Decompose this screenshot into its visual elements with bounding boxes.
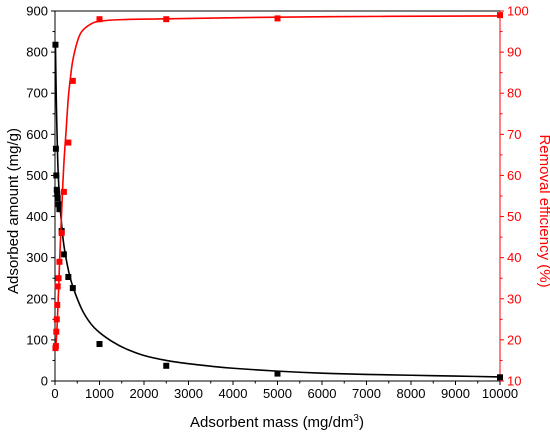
x-tick-label: 1000 <box>85 386 114 401</box>
right-y-tick-label: 30 <box>507 291 521 306</box>
right-y-axis-label: Removal efficiency (%) <box>536 134 550 287</box>
removal-efficiency-point <box>53 328 60 335</box>
removal-efficiency-point <box>56 258 63 265</box>
x-tick-label: 8000 <box>397 386 426 401</box>
right-y-tick-label: 20 <box>507 332 521 347</box>
x-tick-label: 7000 <box>352 386 381 401</box>
left-y-tick-label: 600 <box>26 127 48 142</box>
removal-efficiency-point <box>96 16 103 23</box>
removal-efficiency-point <box>58 230 65 236</box>
x-tick-label: 5000 <box>263 386 292 401</box>
adsorbed-amount-point <box>53 172 60 179</box>
removal-efficiency-point <box>60 188 67 195</box>
right-y-tick-label: 70 <box>507 127 521 142</box>
adsorbed-amount-fit-curve <box>54 44 501 378</box>
x-tick-label: 2000 <box>130 386 159 401</box>
removal-efficiency-point <box>69 77 76 84</box>
right-y-tick-label: 10 <box>507 374 521 389</box>
adsorbed-amount-point <box>274 370 281 377</box>
left-y-tick-label: 0 <box>41 374 48 389</box>
left-y-axis-ticks: 0 100 200 300 400 500 600 700 800 900 <box>26 4 55 389</box>
x-tick-label: 6000 <box>308 386 337 401</box>
x-tick-label: 4000 <box>219 386 248 401</box>
right-y-tick-label: 40 <box>507 250 521 265</box>
x-tick-label: 0 <box>51 386 58 401</box>
x-axis-label: Adsorbent mass (mg/dm3) <box>190 413 364 431</box>
removal-efficiency-point <box>54 301 61 308</box>
adsorbed-amount-point <box>52 41 59 48</box>
adsorbed-amount-point <box>96 341 103 347</box>
left-y-tick-label: 200 <box>26 291 48 306</box>
left-y-tick-label: 300 <box>26 250 48 265</box>
removal-efficiency-point <box>163 16 170 23</box>
right-y-tick-label: 50 <box>507 209 521 224</box>
x-tick-label: 3000 <box>174 386 203 401</box>
x-tick-label: 9000 <box>441 386 470 401</box>
series-layer <box>52 12 503 381</box>
adsorbed-amount-point <box>497 374 503 381</box>
left-y-tick-label: 800 <box>26 45 48 60</box>
adsorbed-amount-point <box>56 206 63 213</box>
left-y-tick-label: 400 <box>26 209 48 224</box>
right-y-tick-label: 90 <box>507 45 521 60</box>
left-y-tick-label: 500 <box>26 168 48 183</box>
adsorbed-amount-point <box>54 190 61 197</box>
right-y-tick-label: 100 <box>507 4 529 19</box>
removal-efficiency-point <box>274 15 281 22</box>
removal-efficiency-fit-curve <box>54 15 501 349</box>
adsorbed-amount-point <box>55 201 62 208</box>
adsorbed-amount-point <box>60 251 67 258</box>
right-y-tick-label: 60 <box>507 168 521 183</box>
adsorbed-amount-point <box>53 186 60 193</box>
x-axis-ticks: 0 1000 2000 3000 4000 5000 6000 7000 8000 9000 100… <box>51 381 518 401</box>
adsorbed-amount-point <box>52 145 59 152</box>
removal-efficiency-point <box>497 12 503 19</box>
removal-efficiency-point <box>53 316 60 323</box>
removal-efficiency-point <box>65 139 72 146</box>
x-axis-label-superscript: 3 <box>353 413 359 424</box>
left-y-tick-label: 100 <box>26 332 48 347</box>
adsorbed-amount-point <box>54 195 61 202</box>
right-y-tick-label: 80 <box>507 86 521 101</box>
left-y-axis-label: Adsorbed amount (mg/g) <box>5 128 22 294</box>
adsorbed-amount-point <box>65 273 72 280</box>
left-y-tick-label: 700 <box>26 86 48 101</box>
plot-frame <box>54 10 501 382</box>
removal-efficiency-series <box>52 12 503 352</box>
left-y-tick-label: 900 <box>26 4 48 19</box>
removal-efficiency-point <box>52 343 59 350</box>
removal-efficiency-point <box>55 275 62 282</box>
right-y-axis-ticks: 10 20 30 40 50 60 70 80 90 100 <box>500 4 529 389</box>
removal-efficiency-point <box>54 283 61 290</box>
adsorbed-amount-point <box>163 362 170 369</box>
adsorbed-amount-point <box>69 285 76 292</box>
x-tick-label: 10000 <box>482 386 518 401</box>
adsorbed-amount-series <box>52 41 503 381</box>
